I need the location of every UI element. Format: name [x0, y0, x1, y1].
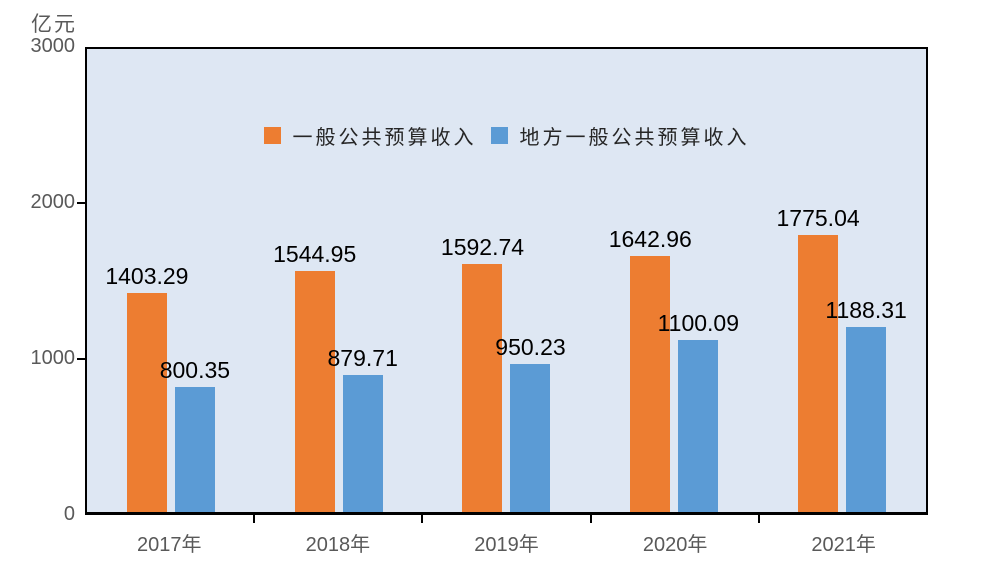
bar-pair: 1544.95 879.71 [273, 241, 398, 512]
bar-series-1: 1642.96 [609, 226, 692, 512]
bar-series-1: 1403.29 [105, 263, 188, 512]
x-axis-label: 2020年 [642, 534, 708, 556]
bar-pair: 1642.96 1100.09 [609, 226, 739, 512]
x-tick-mark [252, 515, 255, 523]
y-tick-mark [77, 202, 85, 204]
bar-group: 1403.29 800.35 [87, 49, 255, 512]
bar-group: 1642.96 1100.09 [590, 49, 758, 512]
plot-area: 1403.29 800.35 1544.95 879.71 1592.74 950.23 1… [85, 47, 928, 515]
x-tick-mark [758, 515, 761, 523]
y-tick-mark [77, 358, 85, 360]
y-axis-unit-label: 亿元 [31, 12, 77, 36]
x-axis-label: 2017年 [137, 534, 202, 556]
x-axis-label: 2019年 [474, 534, 539, 556]
data-label: 1544.95 [273, 241, 357, 267]
bar-group: 1775.04 1188.31 [758, 49, 926, 512]
legend-swatch [490, 127, 508, 144]
data-label: 800.35 [159, 357, 231, 384]
bar-group: 1592.74 950.23 [423, 49, 591, 512]
chart-legend: 一般公共预算收入 地方一般公共预算收入 [85, 121, 928, 150]
data-label: 879.71 [327, 344, 398, 371]
bar-series-2: 950.23 [495, 334, 566, 512]
bar-series-1: 1775.04 [777, 205, 860, 512]
bar-series-2: 800.35 [160, 357, 230, 512]
x-axis-labels: 2017年 2018年 2019年 2020年 2021年 [85, 528, 928, 557]
data-label: 1403.29 [105, 263, 189, 290]
legend-item: 地方一般公共预算收入 [490, 121, 750, 150]
y-tick-label: 1000 [30, 347, 76, 369]
bar-pair: 1775.04 1188.31 [777, 205, 907, 512]
y-tick-label: 3000 [30, 35, 76, 57]
legend-label: 地方一般公共预算收入 [519, 127, 750, 149]
bar-series-2: 879.71 [328, 345, 398, 512]
data-label: 1188.31 [825, 296, 907, 323]
y-tick-label: 0 [63, 503, 75, 525]
legend-swatch [263, 127, 281, 144]
bar-series-2: 1100.09 [658, 310, 739, 512]
bar-pair: 1592.74 950.23 [441, 234, 566, 512]
bar-series-1: 1544.95 [273, 241, 356, 512]
data-label: 1642.96 [608, 225, 692, 252]
bar-series-2: 1188.31 [825, 297, 907, 512]
data-label: 1592.74 [440, 233, 525, 260]
x-axis-label: 2021年 [811, 534, 876, 556]
y-tick-label: 2000 [30, 191, 76, 213]
x-axis-label: 2018年 [305, 534, 371, 556]
x-tick-mark [421, 515, 424, 523]
data-label: 950.23 [495, 333, 566, 360]
bar-series-1: 1592.74 [441, 234, 524, 512]
data-label: 1100.09 [657, 310, 739, 337]
bar-pair: 1403.29 800.35 [105, 263, 230, 512]
legend-item: 一般公共预算收入 [263, 121, 477, 150]
data-label: 1775.04 [776, 205, 860, 232]
bar-group: 1544.95 879.71 [255, 49, 423, 512]
x-tick-mark [589, 515, 592, 523]
legend-label: 一般公共预算收入 [292, 127, 477, 149]
